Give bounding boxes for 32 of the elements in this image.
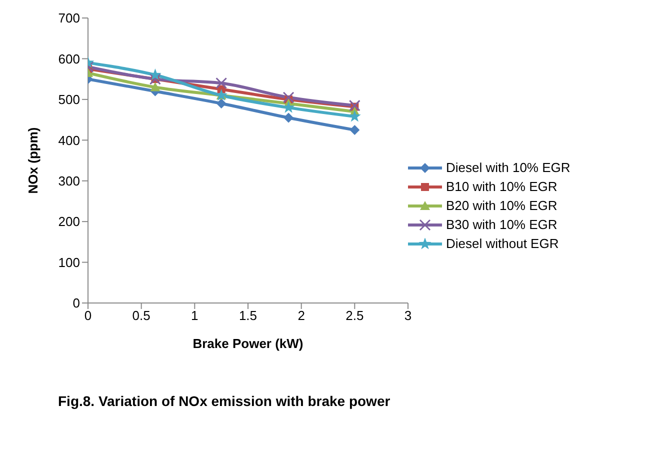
point — [350, 124, 360, 135]
y-tick-label: 100 — [58, 254, 80, 270]
y-tick-label: 400 — [58, 132, 80, 148]
x-tick-label: 0 — [84, 308, 92, 324]
point — [150, 82, 160, 92]
x-tick-label: 2.5 — [346, 308, 364, 324]
legend-label: Diesel with 10% EGR — [446, 160, 570, 175]
point — [149, 68, 162, 80]
x-axis-title: Brake Power (kW) — [192, 336, 304, 351]
point — [216, 98, 226, 108]
legend-label: Diesel without EGR — [446, 236, 559, 251]
legend-label: B30 with 10% EGR — [446, 217, 558, 232]
x-tick-label: 1.5 — [238, 308, 258, 324]
x-tick-label: 1 — [191, 308, 198, 324]
point — [348, 110, 361, 122]
x-tick-label: 3 — [404, 308, 412, 324]
legend-label: B10 with 10% EGR — [446, 179, 558, 194]
x-tick-label: 2 — [298, 308, 305, 324]
y-tick-label: 0 — [72, 296, 80, 311]
y-axis-title: NOx (ppm) — [26, 127, 41, 194]
point — [282, 92, 294, 104]
y-tick-label: 300 — [58, 173, 80, 188]
y-tick-label: 500 — [58, 92, 80, 108]
point — [348, 100, 360, 112]
legend-label: B20 with 10% EGR — [446, 198, 558, 213]
y-tick-label: 200 — [58, 214, 80, 230]
y-tick-label: 700 — [58, 10, 80, 26]
point — [216, 77, 228, 89]
point — [284, 112, 294, 123]
y-tick-label: 600 — [58, 51, 80, 66]
text: Fig.8. Variation of NOx emission with brake power — [58, 393, 390, 409]
x-tick-label: 0.5 — [132, 308, 150, 324]
